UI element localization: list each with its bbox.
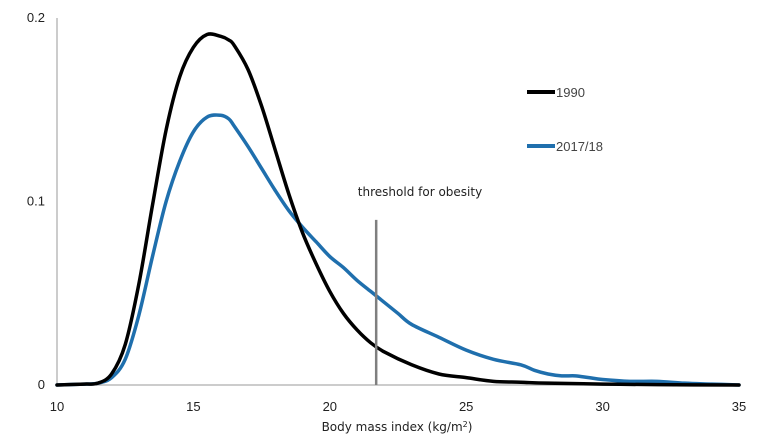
- axes: [56, 18, 739, 386]
- series-line-1990: [55, 32, 741, 387]
- x-axis-label: Body mass index (kg/m2): [322, 420, 473, 435]
- series-line-2017-18: [55, 113, 741, 387]
- y-tick-label: 0: [38, 377, 45, 392]
- y-tick-label: 0.1: [27, 194, 45, 209]
- y-tick-labels: 0 0.1 0.2: [27, 10, 45, 392]
- x-tick-labels: 10 15 20 25 30 35: [50, 399, 746, 414]
- x-tick-label: 35: [732, 399, 746, 414]
- y-tick-label: 0.2: [27, 10, 45, 25]
- x-tick-label: 10: [50, 399, 64, 414]
- x-axis-label-sup: 2: [463, 420, 468, 429]
- x-tick-label: 25: [459, 399, 473, 414]
- series-lines: [55, 32, 741, 387]
- x-tick-label: 30: [595, 399, 609, 414]
- x-axis-label-end: ): [468, 420, 473, 434]
- x-axis-label-main: Body mass index (kg/m: [322, 420, 463, 434]
- x-tick-label: 15: [186, 399, 200, 414]
- legend-label: 1990: [556, 85, 585, 100]
- legend: 1990 2017/18: [527, 85, 603, 154]
- legend-label: 2017/18: [556, 139, 603, 154]
- x-tick-label: 20: [323, 399, 337, 414]
- threshold-label: threshold for obesity: [358, 185, 482, 199]
